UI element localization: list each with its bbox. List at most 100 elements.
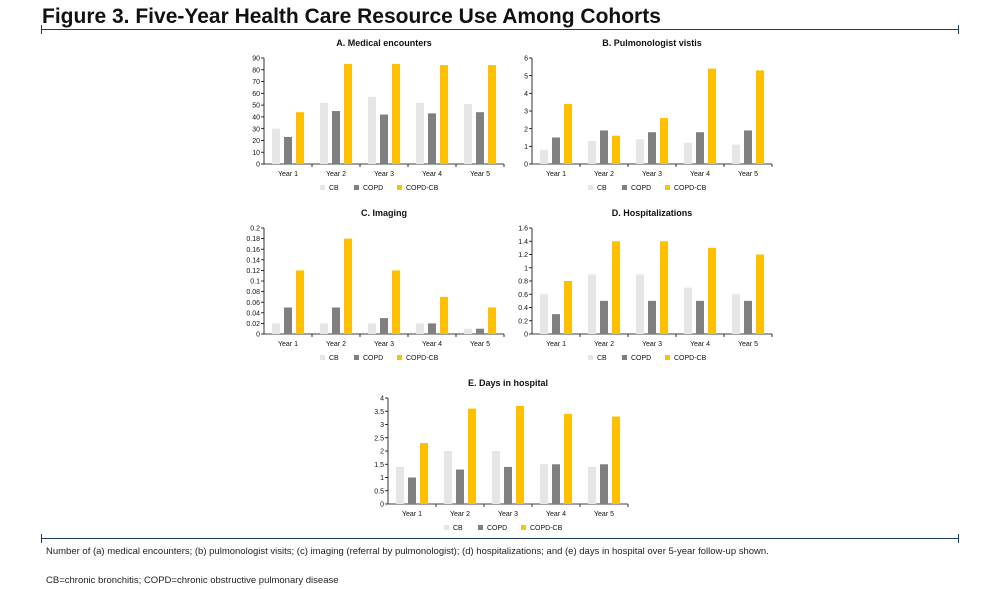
bar-copd-cb	[660, 118, 668, 164]
y-tick-label: 20	[252, 138, 260, 145]
bar-cb	[588, 466, 596, 504]
bar-copd-cb	[344, 63, 352, 165]
x-tick-label: Year 2	[594, 171, 614, 178]
y-tick-label: 2	[380, 449, 384, 456]
legend-swatch-copd-cb	[521, 525, 526, 530]
x-tick-label: Year 3	[642, 341, 662, 348]
legend-swatch-copd	[354, 185, 359, 190]
x-tick-label: Year 2	[450, 511, 470, 518]
bottom-rule-left-cap	[41, 534, 42, 543]
y-tick-label: 0	[256, 162, 260, 169]
y-tick-label: 0.4	[518, 305, 528, 312]
bar-copd-cb	[468, 408, 476, 504]
legend-swatch-copd	[354, 355, 359, 360]
bar-cb	[588, 141, 596, 164]
bar-cb	[368, 323, 376, 334]
y-tick-label: 3	[524, 109, 528, 116]
legend-swatch-copd	[478, 525, 483, 530]
top-rule	[41, 25, 959, 34]
bar-copd-cb	[344, 238, 352, 334]
bar-copd-cb	[756, 254, 764, 334]
bar-copd	[600, 130, 608, 164]
bar-copd	[408, 477, 416, 504]
bar-copd-cb	[440, 296, 448, 334]
bar-cb	[368, 96, 376, 164]
y-tick-label: 3	[380, 422, 384, 429]
y-tick-label: 0.02	[246, 321, 260, 328]
legend-label: COPD	[363, 355, 383, 362]
bar-copd-cb	[564, 413, 572, 504]
bar-copd	[504, 466, 512, 504]
bar-copd-cb	[708, 247, 716, 334]
top-rule-right-cap	[958, 25, 959, 34]
x-tick-label: Year 1	[546, 171, 566, 178]
bar-copd	[648, 300, 656, 334]
x-tick-label: Year 4	[546, 511, 566, 518]
legend-swatch-cb	[320, 185, 325, 190]
bottom-rule-right-cap	[958, 534, 959, 543]
y-tick-label: 2	[524, 126, 528, 133]
y-tick-label: 0.2	[518, 318, 528, 325]
bar-copd	[380, 318, 388, 334]
bar-copd	[552, 314, 560, 334]
y-tick-label: 0.06	[246, 300, 260, 307]
bar-copd	[648, 132, 656, 164]
bar-copd-cb	[296, 270, 304, 334]
bar-copd	[332, 307, 340, 334]
x-tick-label: Year 4	[422, 341, 442, 348]
bar-cb	[540, 149, 548, 164]
bar-copd	[552, 464, 560, 504]
chart-svg: B. Pulmonologist vistis 0 1 2 3 4 5 6 Year 1 Year…	[524, 38, 773, 192]
bar-copd	[284, 307, 292, 334]
x-tick-label: Year 1	[402, 511, 422, 518]
x-tick-label: Year 5	[470, 171, 490, 178]
legend-swatch-cb	[588, 185, 593, 190]
legend-swatch-copd-cb	[397, 355, 402, 360]
y-tick-label: 0.16	[246, 247, 260, 254]
bar-copd	[476, 328, 484, 334]
bar-copd	[744, 300, 752, 334]
bar-cb	[732, 294, 740, 334]
bar-copd	[380, 114, 388, 164]
x-tick-label: Year 4	[690, 171, 710, 178]
bar-copd-cb	[612, 135, 620, 164]
legend-label: COPD-CB	[530, 525, 563, 532]
bar-copd	[428, 113, 436, 164]
bar-cb	[684, 287, 692, 334]
bar-copd-cb	[516, 405, 524, 504]
x-tick-label: Year 4	[422, 171, 442, 178]
x-tick-label: Year 4	[690, 341, 710, 348]
legend-label: COPD	[363, 185, 383, 192]
bar-copd	[696, 300, 704, 334]
chart-title: A. Medical encounters	[336, 38, 432, 48]
legend-swatch-cb	[320, 355, 325, 360]
bar-copd-cb	[660, 241, 668, 334]
bar-copd-cb	[612, 241, 620, 334]
bar-cb	[416, 323, 424, 334]
y-tick-label: 6	[524, 56, 528, 63]
chart-days-in-hospital: E. Days in hospital 0 0.5 1 1.5 2 2.5 3 3.5 4 Year…	[346, 374, 636, 544]
bar-cb	[732, 144, 740, 164]
y-tick-label: 0.1	[250, 279, 260, 286]
legend-swatch-copd-cb	[665, 355, 670, 360]
bar-cb	[272, 128, 280, 164]
legend-label: COPD	[487, 525, 507, 532]
y-tick-label: 0.6	[518, 292, 528, 299]
bar-copd-cb	[392, 63, 400, 165]
bar-copd-cb	[296, 112, 304, 164]
top-rule-left-cap	[41, 25, 42, 34]
y-tick-label: 60	[252, 91, 260, 98]
x-tick-label: Year 1	[278, 341, 298, 348]
bar-cb	[464, 103, 472, 164]
chart-medical-encounters: A. Medical encounters 0 10 20 30 40 50 60 70 80 90…	[222, 34, 512, 204]
bar-copd	[600, 464, 608, 504]
y-tick-label: 0.8	[518, 279, 528, 286]
y-tick-label: 2.5	[374, 435, 384, 442]
x-tick-label: Year 3	[374, 171, 394, 178]
y-tick-label: 4	[380, 396, 384, 403]
footnote-description: Number of (a) medical encounters; (b) pu…	[46, 546, 769, 557]
y-tick-label: 0	[524, 162, 528, 169]
y-tick-label: 1	[524, 144, 528, 151]
chart-title: C. Imaging	[361, 208, 407, 218]
y-tick-label: 5	[524, 73, 528, 80]
